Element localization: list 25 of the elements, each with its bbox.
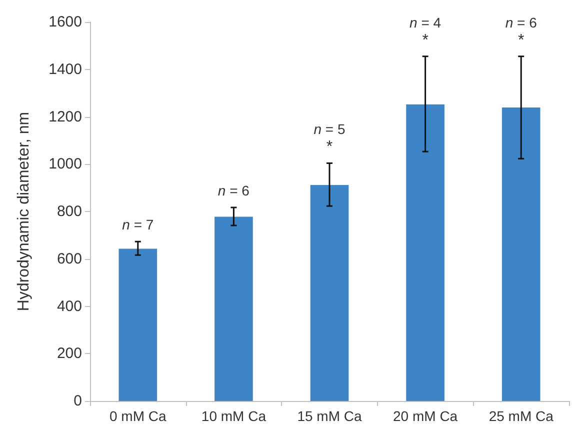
bar (214, 216, 253, 401)
annotation: n = 6 (218, 182, 250, 198)
x-tick-label: 25 mM Ca (488, 408, 554, 424)
y-tick-label: 400 (56, 298, 82, 315)
bar (310, 184, 349, 401)
bar (406, 104, 444, 401)
y-tick-label: 1600 (48, 14, 82, 30)
annotation: n = 4 * (410, 14, 442, 49)
y-tick-label: 200 (56, 345, 82, 362)
y-tick-label: 1400 (48, 60, 82, 78)
annotation: n = 7 (122, 216, 154, 233)
y-axis-title: Hydrodynamic diameter, nm (16, 112, 32, 312)
x-tick-label: 0 mM Ca (110, 408, 166, 424)
x-tick-label: 10 mM Ca (201, 408, 266, 424)
y-tick-label: 600 (56, 250, 82, 268)
y-tick-label: 0 (74, 392, 82, 410)
y-tick-label: 800 (56, 203, 82, 220)
x-tick-label: 20 mM Ca (393, 408, 458, 424)
annotation: n = 6 * (505, 14, 538, 49)
y-tick-label: 1200 (48, 108, 82, 126)
annotation: n = 5 * (314, 121, 346, 156)
bar (118, 248, 158, 401)
x-tick-label: 15 mM Ca (297, 408, 362, 424)
bar (502, 108, 540, 401)
y-tick-label: 1000 (48, 156, 82, 173)
